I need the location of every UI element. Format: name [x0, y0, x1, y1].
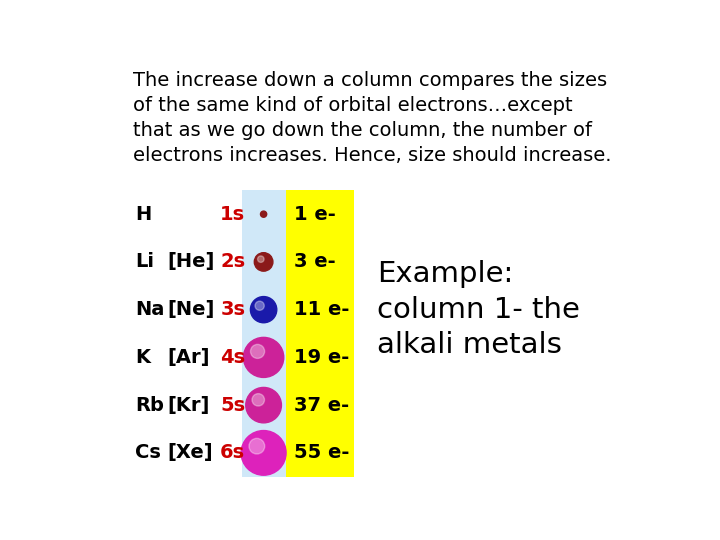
Text: Cs: Cs	[135, 443, 161, 462]
Text: 1s: 1s	[220, 205, 246, 224]
Text: 6s: 6s	[220, 443, 246, 462]
Text: The increase down a column compares the sizes
of the same kind of orbital electr: The increase down a column compares the …	[132, 71, 611, 165]
Text: [Xe]: [Xe]	[168, 443, 213, 462]
Text: [Ne]: [Ne]	[168, 300, 215, 319]
Text: 11 e-: 11 e-	[294, 300, 349, 319]
Text: [Kr]: [Kr]	[168, 396, 210, 415]
Text: 2s: 2s	[220, 252, 246, 272]
Text: 37 e-: 37 e-	[294, 396, 349, 415]
Text: 19 e-: 19 e-	[294, 348, 349, 367]
Circle shape	[258, 256, 264, 262]
Text: 3s: 3s	[220, 300, 246, 319]
Circle shape	[251, 345, 265, 359]
Text: Example:
column 1- the
alkali metals: Example: column 1- the alkali metals	[377, 260, 580, 359]
Circle shape	[251, 296, 276, 323]
Circle shape	[255, 301, 264, 310]
Circle shape	[254, 253, 273, 271]
Text: [He]: [He]	[168, 252, 215, 272]
Text: 55 e-: 55 e-	[294, 443, 349, 462]
FancyBboxPatch shape	[286, 190, 354, 477]
Circle shape	[241, 430, 286, 475]
Text: 5s: 5s	[220, 396, 246, 415]
Circle shape	[249, 438, 265, 454]
Text: 4s: 4s	[220, 348, 246, 367]
Circle shape	[252, 394, 264, 406]
Circle shape	[243, 338, 284, 377]
Text: 3 e-: 3 e-	[294, 252, 336, 272]
Text: [Ar]: [Ar]	[168, 348, 210, 367]
Text: Rb: Rb	[135, 396, 164, 415]
Circle shape	[246, 387, 282, 423]
Text: K: K	[135, 348, 150, 367]
Text: H: H	[135, 205, 151, 224]
FancyBboxPatch shape	[242, 190, 286, 477]
Circle shape	[261, 211, 266, 217]
Text: Na: Na	[135, 300, 164, 319]
Text: 1 e-: 1 e-	[294, 205, 336, 224]
Text: Li: Li	[135, 252, 154, 272]
